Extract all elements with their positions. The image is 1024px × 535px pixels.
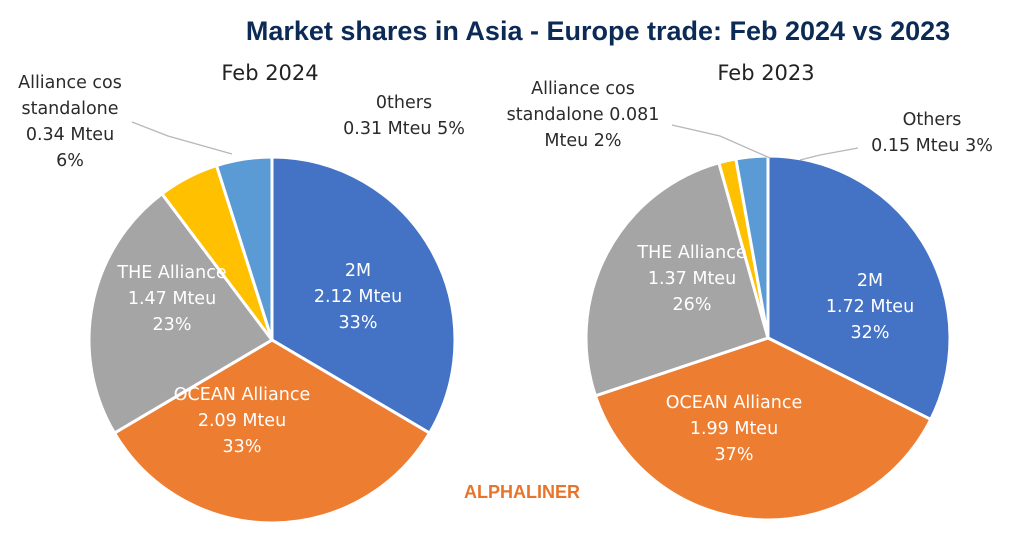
data-label-line: 1.47 Mteu bbox=[128, 289, 216, 309]
data-label: Others 0.15 Mteu 3% bbox=[871, 110, 993, 156]
pie-title: Feb 2023 bbox=[717, 61, 814, 85]
data-label-line: 2M bbox=[345, 261, 371, 281]
slice-ocean-alliance bbox=[112, 338, 432, 525]
data-label-line: 0thers bbox=[376, 93, 432, 113]
data-label: OCEAN Alliance 1.99 Mteu 37% bbox=[666, 393, 802, 465]
data-label-line: Mteu 2% bbox=[544, 131, 621, 151]
data-label-line: 2.12 Mteu bbox=[314, 287, 402, 307]
data-label-line: 0.34 Mteu bbox=[26, 125, 114, 145]
figure-title: Market shares in Asia - Europe trade: Fe… bbox=[246, 16, 950, 46]
leader-line bbox=[131, 121, 233, 155]
data-label-line: Alliance cos bbox=[531, 79, 635, 99]
slice-2m bbox=[270, 155, 457, 436]
slice-ocean-alliance bbox=[593, 336, 933, 522]
data-label-line: 6% bbox=[56, 151, 84, 171]
data-label-line: 33% bbox=[339, 313, 378, 333]
data-label: 2M 2.12 Mteu 33% bbox=[314, 261, 402, 333]
data-label: THE Alliance 1.37 Mteu 26% bbox=[636, 243, 746, 315]
data-label-line: 2.09 Mteu bbox=[198, 411, 286, 431]
data-label-line: 2M bbox=[857, 271, 883, 291]
slice-others bbox=[734, 154, 770, 339]
data-label: Alliance cos standalone 0.081 Mteu 2% bbox=[507, 79, 660, 151]
pie-chart-1: Feb 2024 2M 2.12 Mteu 33% OCEAN Alliance 2.09… bbox=[18, 61, 465, 525]
slice-the-alliance bbox=[87, 191, 275, 436]
leader-line bbox=[671, 124, 771, 159]
data-label-line: standalone 0.081 bbox=[507, 105, 660, 125]
slice-the-alliance bbox=[584, 160, 770, 398]
data-label-line: 1.99 Mteu bbox=[690, 419, 778, 439]
data-label-line: 23% bbox=[153, 315, 192, 335]
data-label: THE Alliance 1.47 Mteu 23% bbox=[116, 263, 226, 335]
pie-chart-2: Feb 2023 2M 1.72 Mteu 32% OCEAN Alliance 1.99… bbox=[507, 61, 993, 522]
data-label: OCEAN Alliance 2.09 Mteu 33% bbox=[174, 385, 310, 457]
leader-line bbox=[799, 147, 859, 161]
data-label-line: 1.72 Mteu bbox=[826, 297, 914, 317]
data-label-line: 33% bbox=[223, 437, 262, 457]
data-label-line: THE Alliance bbox=[636, 243, 746, 263]
data-label-line: 1.37 Mteu bbox=[648, 269, 736, 289]
pies-group: Feb 2024 2M 2.12 Mteu 33% OCEAN Alliance 2.09… bbox=[18, 61, 993, 525]
data-label-line: Others bbox=[903, 110, 962, 130]
data-label-line: OCEAN Alliance bbox=[174, 385, 310, 405]
slice-others bbox=[214, 155, 274, 341]
data-label-line: 37% bbox=[715, 445, 754, 465]
data-label: 0thers 0.31 Mteu 5% bbox=[343, 93, 465, 139]
data-label-line: Alliance cos bbox=[18, 73, 122, 93]
data-label-line: OCEAN Alliance bbox=[666, 393, 802, 413]
data-label-line: standalone bbox=[21, 99, 118, 119]
data-label-line: THE Alliance bbox=[116, 263, 226, 283]
data-label: Alliance cos standalone 0.34 Mteu 6% bbox=[18, 73, 122, 171]
alphaliner-watermark: ALPHALINER bbox=[464, 482, 580, 502]
data-label-line: 0.15 Mteu 3% bbox=[871, 136, 993, 156]
data-label: 2M 1.72 Mteu 32% bbox=[826, 271, 914, 343]
slice-2m bbox=[766, 154, 952, 422]
data-label-line: 32% bbox=[851, 323, 890, 343]
pie-title: Feb 2024 bbox=[221, 61, 318, 85]
data-label-line: 0.31 Mteu 5% bbox=[343, 119, 465, 139]
data-label-line: 26% bbox=[673, 295, 712, 315]
